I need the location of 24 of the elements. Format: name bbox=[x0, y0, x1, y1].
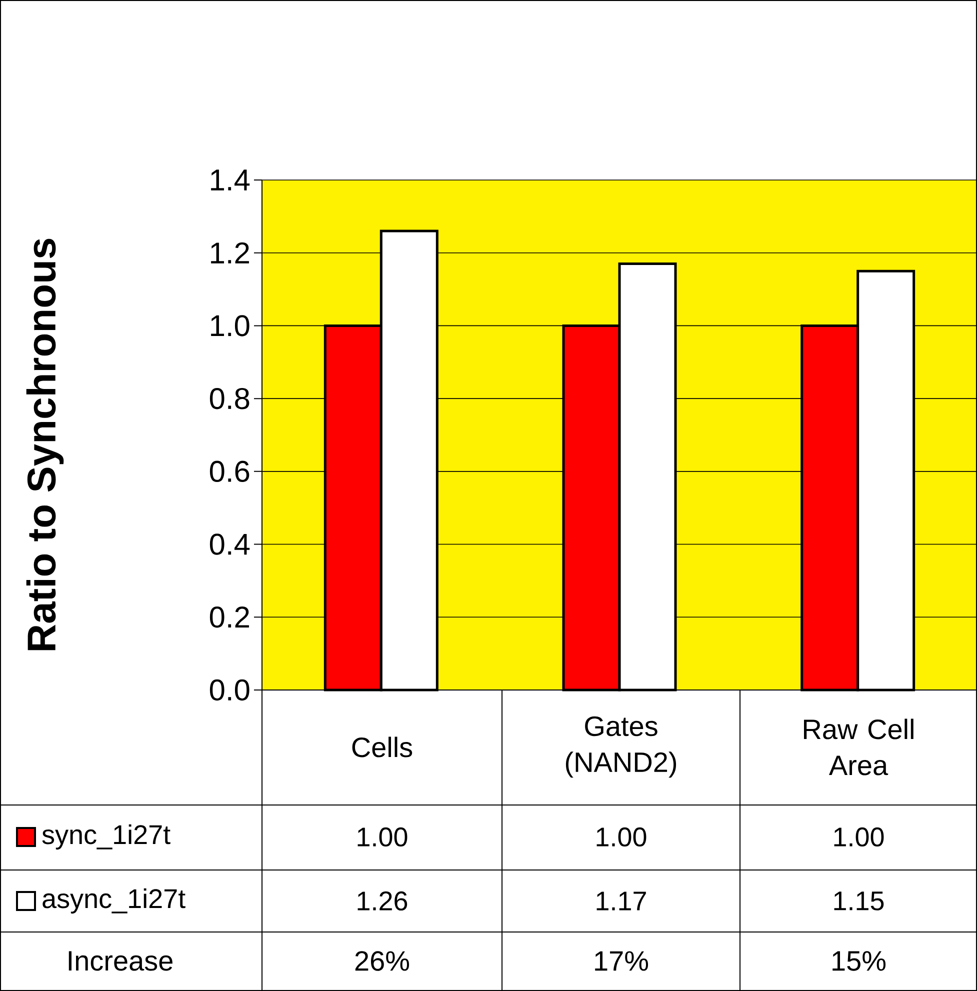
y-tick-label: 1.2 bbox=[211, 242, 249, 264]
data-label: 1.15 bbox=[834, 892, 884, 910]
y-axis-title: Ratio to Synchronous bbox=[26, 238, 64, 650]
y-tick-label: 0.2 bbox=[210, 606, 249, 628]
y-tick-label: 0.4 bbox=[210, 534, 250, 555]
data-label: 1.26 bbox=[358, 891, 408, 911]
legend-label: sync_1i27t bbox=[42, 824, 170, 850]
y-tick-label: 0.8 bbox=[210, 388, 250, 410]
y-tick-label: 0.0 bbox=[210, 679, 250, 701]
data-label: 1.00 bbox=[834, 827, 884, 847]
text: 17% bbox=[595, 951, 648, 971]
y-tick-label: 1.0 bbox=[211, 315, 250, 336]
text: Increase bbox=[68, 951, 172, 971]
x-tick-label: Raw Cell Area bbox=[804, 718, 914, 776]
data-label: 1.17 bbox=[596, 892, 646, 910]
text: 15% bbox=[832, 951, 886, 971]
legend-label: async_1i27t bbox=[42, 888, 186, 914]
x-tick-label: Cells bbox=[352, 736, 412, 758]
text: 26% bbox=[355, 951, 410, 971]
data-label: 1.00 bbox=[596, 827, 646, 847]
y-tick-label: 0.6 bbox=[210, 460, 250, 482]
data-label: 1.00 bbox=[358, 827, 408, 847]
x-tick-label: Gates (NAND2) bbox=[566, 716, 676, 778]
y-tick-label: 1.4 bbox=[211, 170, 250, 190]
